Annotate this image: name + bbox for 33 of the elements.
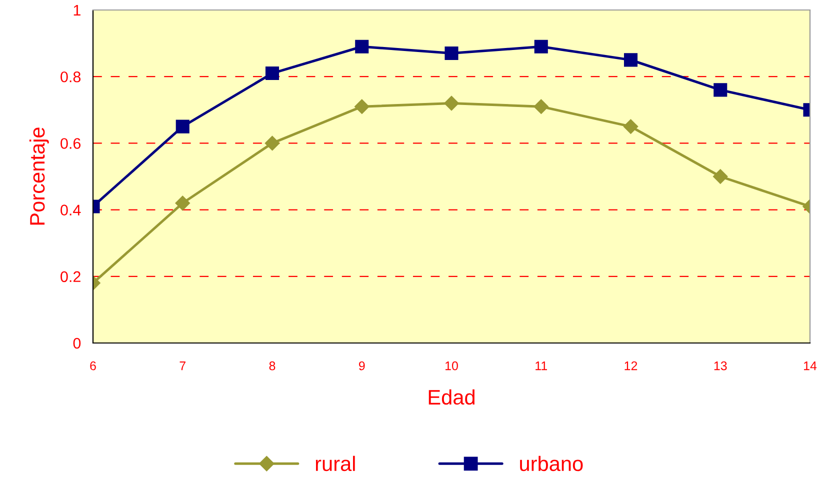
y-tick-label: 0.6 — [60, 138, 81, 149]
point — [355, 40, 369, 54]
x-tick-label: 10 — [446, 361, 458, 370]
legend-label: rural — [316, 456, 355, 472]
x-axis-title: Edad — [428, 389, 474, 405]
x-tick-label: 6 — [90, 361, 96, 370]
point — [623, 119, 638, 134]
point — [714, 83, 728, 97]
point — [534, 99, 549, 114]
x-tick-label: 8 — [269, 361, 276, 370]
legend-label: urbano — [520, 456, 583, 472]
x-tick-label: 7 — [180, 362, 186, 370]
point — [176, 120, 190, 134]
y-axis-title: Porcentaje — [29, 128, 49, 225]
point — [264, 136, 280, 151]
x-tick-label: 14 — [804, 362, 817, 370]
point — [265, 66, 280, 80]
point — [354, 99, 370, 114]
y-tick-label: 0.8 — [60, 71, 81, 82]
point — [712, 169, 728, 184]
x-tick-label: 12 — [624, 361, 638, 370]
y-tick-label: 0 — [73, 338, 81, 349]
y-tick-label: 0.4 — [60, 204, 81, 216]
point — [534, 40, 548, 54]
x-tick-label: 13 — [714, 361, 727, 370]
point — [444, 46, 458, 60]
point — [444, 96, 459, 111]
x-tick-label: 9 — [358, 361, 365, 370]
y-tick-label: 0.2 — [60, 271, 80, 282]
point — [175, 196, 190, 211]
point — [624, 53, 638, 67]
y-tick-label: 1 — [74, 5, 80, 16]
x-tick-label: 11 — [536, 362, 548, 370]
